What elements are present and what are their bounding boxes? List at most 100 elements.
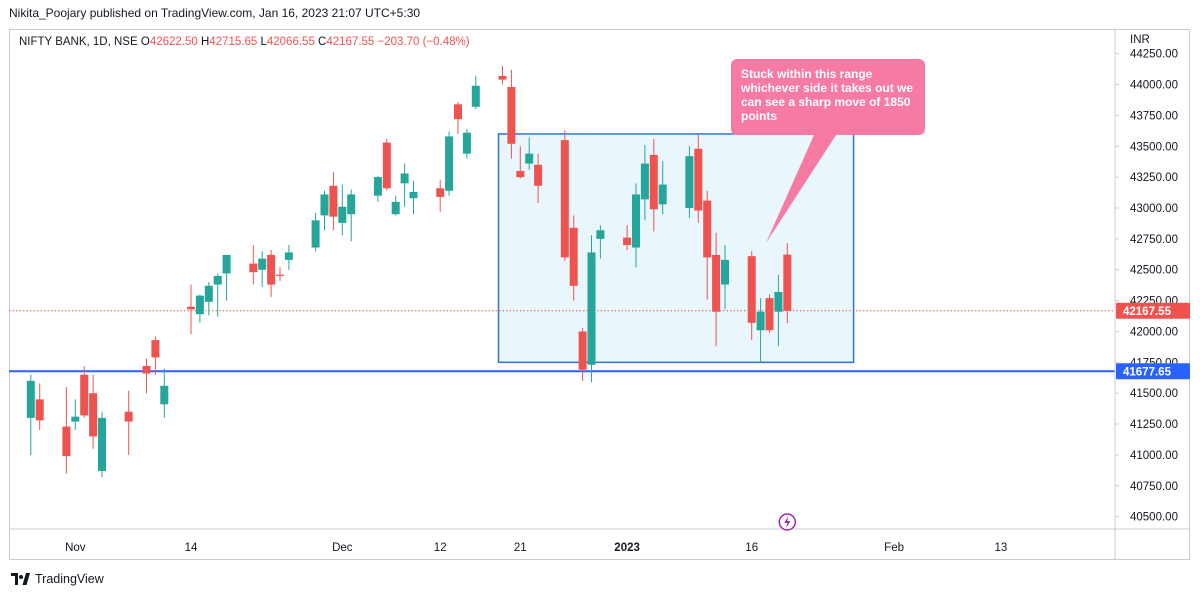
candle <box>685 146 694 218</box>
candle <box>756 298 765 363</box>
open-label: O <box>140 36 150 48</box>
high-label: H <box>200 36 210 48</box>
candle <box>507 69 516 159</box>
candle <box>204 282 213 316</box>
callout-pointer <box>766 135 836 243</box>
x-tick-label: Nov <box>65 542 86 554</box>
candle-body <box>454 104 462 120</box>
candle-body <box>373 177 382 196</box>
candle-body <box>409 191 418 199</box>
candle <box>462 129 471 159</box>
candle-body <box>640 163 649 200</box>
candlestick-chart[interactable]: INR 44250.00 44000.00 43750.00 43500.00 43250… <box>9 29 1190 560</box>
candle <box>632 183 640 268</box>
candle-body <box>569 227 578 286</box>
currency-label: INR <box>1130 34 1150 46</box>
candle-body <box>160 385 169 405</box>
candle-body <box>267 254 276 285</box>
x-tick-label: Dec <box>332 542 353 554</box>
annotation-callout[interactable]: Stuck within this range whichever side i… <box>731 59 925 135</box>
candle <box>98 411 106 478</box>
candle-body <box>445 136 454 191</box>
candle-body <box>587 252 596 365</box>
candle-body <box>382 142 391 189</box>
low-label: L <box>260 36 267 48</box>
levels-layer <box>9 310 1115 373</box>
candle <box>774 274 783 347</box>
y-tick-label: 43250.00 <box>1130 172 1178 184</box>
y-tick-label: 44250.00 <box>1130 49 1178 61</box>
range-box-layer <box>497 133 855 364</box>
candle <box>382 138 391 191</box>
candle-body <box>89 393 98 437</box>
candle <box>703 190 712 300</box>
candle-body <box>747 256 756 323</box>
x-tick-label: 14 <box>185 542 198 554</box>
candles-layer <box>26 66 792 478</box>
candle <box>400 163 409 207</box>
candle <box>249 245 258 285</box>
candle <box>783 243 792 324</box>
candle <box>71 399 80 431</box>
candle <box>712 232 721 347</box>
annotation-text: Stuck within this range whichever side i… <box>741 67 914 123</box>
candle-body <box>151 340 160 358</box>
candle <box>151 336 160 375</box>
candle-body <box>71 416 80 422</box>
x-tick-label: 21 <box>514 542 527 554</box>
callout-pointer-layer <box>766 135 836 243</box>
candle <box>623 225 632 250</box>
range-box <box>497 133 855 364</box>
candle <box>213 273 222 317</box>
candle-body <box>320 194 329 216</box>
candle <box>649 138 658 232</box>
candle <box>124 390 133 455</box>
x-tick-label: Feb <box>884 542 904 554</box>
change-value: −203.70 (−0.48%) <box>377 36 470 48</box>
candle-body <box>694 148 703 211</box>
candle <box>187 284 195 334</box>
close-value: 42167.55 <box>326 36 375 48</box>
tradingview-footer[interactable]: TradingView <box>11 570 104 588</box>
candle-body <box>632 194 640 248</box>
symbol-label: NIFTY BANK, 1D, NSE <box>19 36 138 48</box>
candle-body <box>124 411 133 422</box>
candle <box>89 374 98 449</box>
candle-body <box>783 254 792 311</box>
candle <box>596 225 605 259</box>
candle <box>373 175 382 202</box>
tradingview-logo-icon <box>11 573 30 585</box>
support-price-badge: 41677.65 <box>1123 366 1172 378</box>
candle <box>578 327 587 381</box>
y-tick-label: 43500.00 <box>1130 141 1178 153</box>
candle-body <box>35 399 44 421</box>
candle-body <box>195 295 204 315</box>
candle-body <box>756 311 765 331</box>
candle <box>560 130 569 262</box>
candle-body <box>525 153 534 164</box>
y-tick-label: 42000.00 <box>1130 326 1178 338</box>
candle-body <box>400 173 409 184</box>
x-tick-label: 16 <box>745 542 758 554</box>
lightning-icon <box>784 516 791 528</box>
y-tick-label: 43750.00 <box>1130 110 1178 122</box>
candle <box>587 235 596 383</box>
candle <box>35 383 44 431</box>
candle-body <box>338 206 347 223</box>
candle-body <box>311 220 320 248</box>
x-tick-label: 13 <box>995 542 1008 554</box>
candle <box>694 133 703 223</box>
candle <box>222 254 231 301</box>
y-tick-label: 41500.00 <box>1130 388 1178 400</box>
candle <box>747 251 756 341</box>
candle-body <box>391 201 400 215</box>
y-tick-label: 40750.00 <box>1130 481 1178 493</box>
candle-body <box>721 259 729 285</box>
candle <box>284 245 293 270</box>
candle-body <box>578 331 587 370</box>
candle <box>391 195 400 216</box>
candle-body <box>507 87 516 144</box>
support-price-badge-bg <box>1116 363 1190 380</box>
candle-body <box>703 200 712 258</box>
candle <box>276 267 284 281</box>
